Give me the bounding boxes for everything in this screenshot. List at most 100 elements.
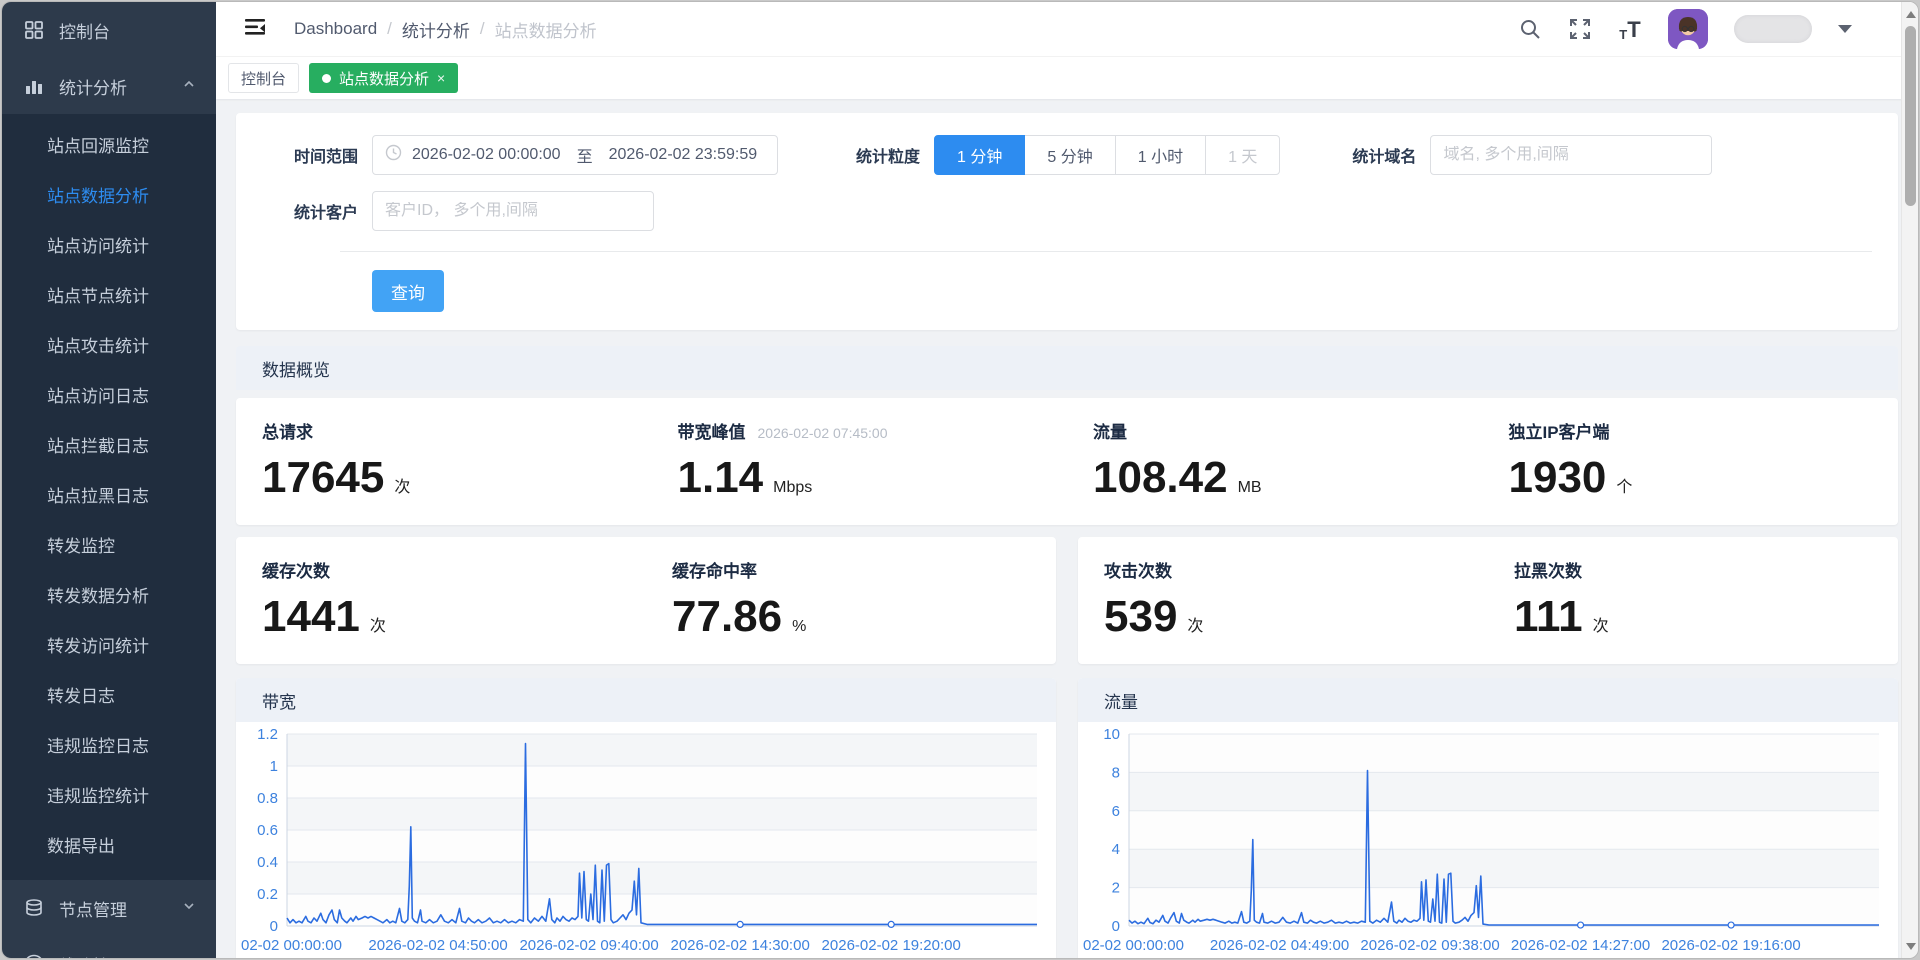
svg-text:02-02 00:00:00: 02-02 00:00:00: [1083, 937, 1184, 954]
svg-text:2026-02-02 14:30:00: 2026-02-02 14:30:00: [671, 937, 810, 954]
granularity-1min-button[interactable]: 1 分钟: [934, 135, 1026, 175]
granularity-segmented-control: 1 分钟 5 分钟 1 小时 1 天: [934, 135, 1281, 175]
svg-text:2026-02-02 14:27:00: 2026-02-02 14:27:00: [1511, 937, 1650, 954]
traffic-line-chart: 0 2 4 6 8 10 02-02 00:00:00 2026-02-02 04:49:00…: [1078, 722, 1898, 958]
sidebar-subitem[interactable]: 站点拦截日志: [47, 437, 149, 456]
avatar[interactable]: [1668, 9, 1708, 49]
tab-console[interactable]: 控制台: [228, 63, 300, 93]
sidebar-subitem[interactable]: 站点回源监控: [47, 137, 149, 156]
scrollbar-up-arrow[interactable]: [1902, 4, 1918, 24]
grid-icon: [24, 20, 44, 40]
svg-text:0.4: 0.4: [257, 854, 278, 871]
granularity-5min-button[interactable]: 5 分钟: [1024, 135, 1116, 175]
peak-timestamp: 2026-02-02 07:45:00: [757, 425, 888, 441]
chevron-down-icon: [182, 898, 196, 918]
sidebar-subitem[interactable]: 站点访问日志: [47, 387, 149, 406]
active-tab-dot: [322, 73, 332, 83]
granularity-1day-button[interactable]: 1 天: [1205, 135, 1281, 175]
svg-text:0.2: 0.2: [257, 886, 278, 903]
sidebar-subitem[interactable]: 违规监控日志: [47, 737, 149, 756]
query-button[interactable]: 查询: [372, 270, 444, 312]
svg-text:2026-02-02 19:16:00: 2026-02-02 19:16:00: [1661, 937, 1800, 954]
client-label: 统计客户: [293, 205, 358, 222]
user-menu-caret-icon[interactable]: [1838, 25, 1852, 33]
breadcrumb-statistics[interactable]: 统计分析: [401, 21, 470, 41]
statistics-submenu: 站点回源监控 站点数据分析 站点访问统计 站点节点统计 站点攻击统计 站点访问日…: [2, 114, 216, 880]
svg-text:2026-02-02 09:38:00: 2026-02-02 09:38:00: [1360, 937, 1499, 954]
time-range-label: 时间范围: [293, 149, 358, 166]
filter-card: 时间范围 2026-02-02 00:00:00 至 2026-02-02 23…: [236, 113, 1898, 330]
sidebar-item-label: 统计分析: [59, 78, 127, 98]
sidebar-item-lines[interactable]: 线路管理: [2, 936, 216, 959]
sidebar-subitem[interactable]: 站点访问统计: [47, 237, 149, 256]
sidebar-item-label: 节点管理: [59, 900, 127, 920]
chevron-up-icon: [182, 76, 196, 96]
svg-text:0.8: 0.8: [257, 790, 278, 807]
svg-text:0.6: 0.6: [257, 822, 278, 839]
stat-total-requests: 总请求 17645 次: [262, 423, 411, 502]
svg-text:0: 0: [270, 918, 278, 935]
charts-row: 带宽 0 0.2 0.4 0.6 0.8 1 1.2 02-02 00:00:00 2026-0…: [236, 678, 1898, 958]
chevron-down-icon: [182, 954, 196, 958]
bar-chart-icon: [24, 76, 44, 96]
granularity-1hour-button[interactable]: 1 小时: [1114, 135, 1207, 175]
opened-tabs-bar: 控制台 站点数据分析 ×: [216, 57, 1918, 99]
database-icon: [24, 898, 44, 918]
domain-input-wrap: [1430, 135, 1713, 175]
scrollbar-down-arrow[interactable]: [1902, 936, 1918, 956]
sidebar-subitem[interactable]: 转发日志: [47, 687, 115, 706]
bandwidth-chart-card: 带宽 0 0.2 0.4 0.6 0.8 1 1.2 02-02 00:00:00 2026-0…: [236, 678, 1056, 958]
bandwidth-line-chart: 0 0.2 0.4 0.6 0.8 1 1.2 02-02 00:00:00 2026-02-0…: [236, 722, 1056, 958]
search-icon[interactable]: [1518, 17, 1542, 41]
svg-text:1: 1: [270, 758, 278, 775]
traffic-chart-card: 流量 0 2 4 6 8 10 02-02 00:00:00 2026-02-02 04:49…: [1078, 678, 1898, 958]
sidebar-subitem[interactable]: 转发数据分析: [47, 587, 149, 606]
sidebar-subitem-active[interactable]: 站点数据分析: [47, 187, 149, 206]
breadcrumb-dashboard[interactable]: Dashboard: [294, 19, 378, 38]
sidebar-subitem[interactable]: 违规监控统计: [47, 787, 149, 806]
sidebar-item-nodes[interactable]: 节点管理: [2, 880, 216, 936]
route-icon: [24, 954, 44, 958]
breadcrumb: Dashboard / 统计分析 / 站点数据分析: [294, 17, 597, 42]
svg-text:2026-02-02 04:49:00: 2026-02-02 04:49:00: [1210, 937, 1349, 954]
svg-text:1.2: 1.2: [257, 726, 278, 743]
sidebar-item-statistics[interactable]: 统计分析: [2, 58, 216, 114]
sidebar-item-console[interactable]: 控制台: [2, 2, 216, 58]
sidebar-item-label: 线路管理: [59, 952, 182, 959]
sidebar-subitem[interactable]: 转发监控: [47, 537, 115, 556]
time-range-input[interactable]: 2026-02-02 00:00:00 至 2026-02-02 23:59:5…: [372, 135, 778, 175]
domain-input[interactable]: [1443, 146, 1700, 164]
sidebar-subitem[interactable]: 站点拉黑日志: [47, 487, 149, 506]
stat-unique-ip-clients: 独立IP客户端 1930 个: [1508, 423, 1633, 502]
client-input[interactable]: [385, 202, 641, 220]
menu-collapse-icon[interactable]: [242, 14, 268, 45]
close-tab-icon[interactable]: ×: [437, 70, 446, 86]
sidebar: 控制台 统计分析 站点回源监控 站点数据分析 站点访问统计 站点节点统计 站点攻…: [2, 2, 216, 958]
svg-text:2026-02-02 09:40:00: 2026-02-02 09:40:00: [519, 937, 658, 954]
svg-text:2026-02-02 19:20:00: 2026-02-02 19:20:00: [822, 937, 961, 954]
attack-stats-card: 攻击次数 539 次 拉黑次数 111 次: [1078, 537, 1898, 664]
page-content: 时间范围 2026-02-02 00:00:00 至 2026-02-02 23…: [216, 99, 1918, 958]
sidebar-subitem[interactable]: 站点攻击统计: [47, 337, 149, 356]
fullscreen-icon[interactable]: [1568, 17, 1592, 41]
username-pill[interactable]: [1734, 15, 1812, 43]
tab-site-data-analysis[interactable]: 站点数据分析 ×: [309, 63, 459, 93]
sidebar-subitem[interactable]: 转发访问统计: [47, 637, 149, 656]
stat-cache-hit-rate: 缓存命中率 77.86%: [672, 562, 807, 641]
bandwidth-chart-header: 带宽: [236, 678, 1056, 722]
overview-section-header: 数据概览: [236, 346, 1898, 390]
sidebar-subitem[interactable]: 站点节点统计: [47, 287, 149, 306]
vertical-scrollbar[interactable]: [1901, 2, 1918, 958]
stat-blacklist-count: 拉黑次数 111 次: [1514, 562, 1609, 641]
svg-text:8: 8: [1112, 764, 1120, 781]
domain-label: 统计域名: [1352, 149, 1417, 166]
sidebar-subitem[interactable]: 数据导出: [47, 837, 115, 856]
scrollbar-thumb[interactable]: [1905, 26, 1916, 206]
cache-stats-card: 缓存次数 1441 次 缓存命中率 77.86%: [236, 537, 1056, 664]
traffic-chart-header: 流量: [1078, 678, 1898, 722]
svg-text:02-02 00:00:00: 02-02 00:00:00: [241, 937, 342, 954]
clock-icon: [385, 144, 402, 166]
